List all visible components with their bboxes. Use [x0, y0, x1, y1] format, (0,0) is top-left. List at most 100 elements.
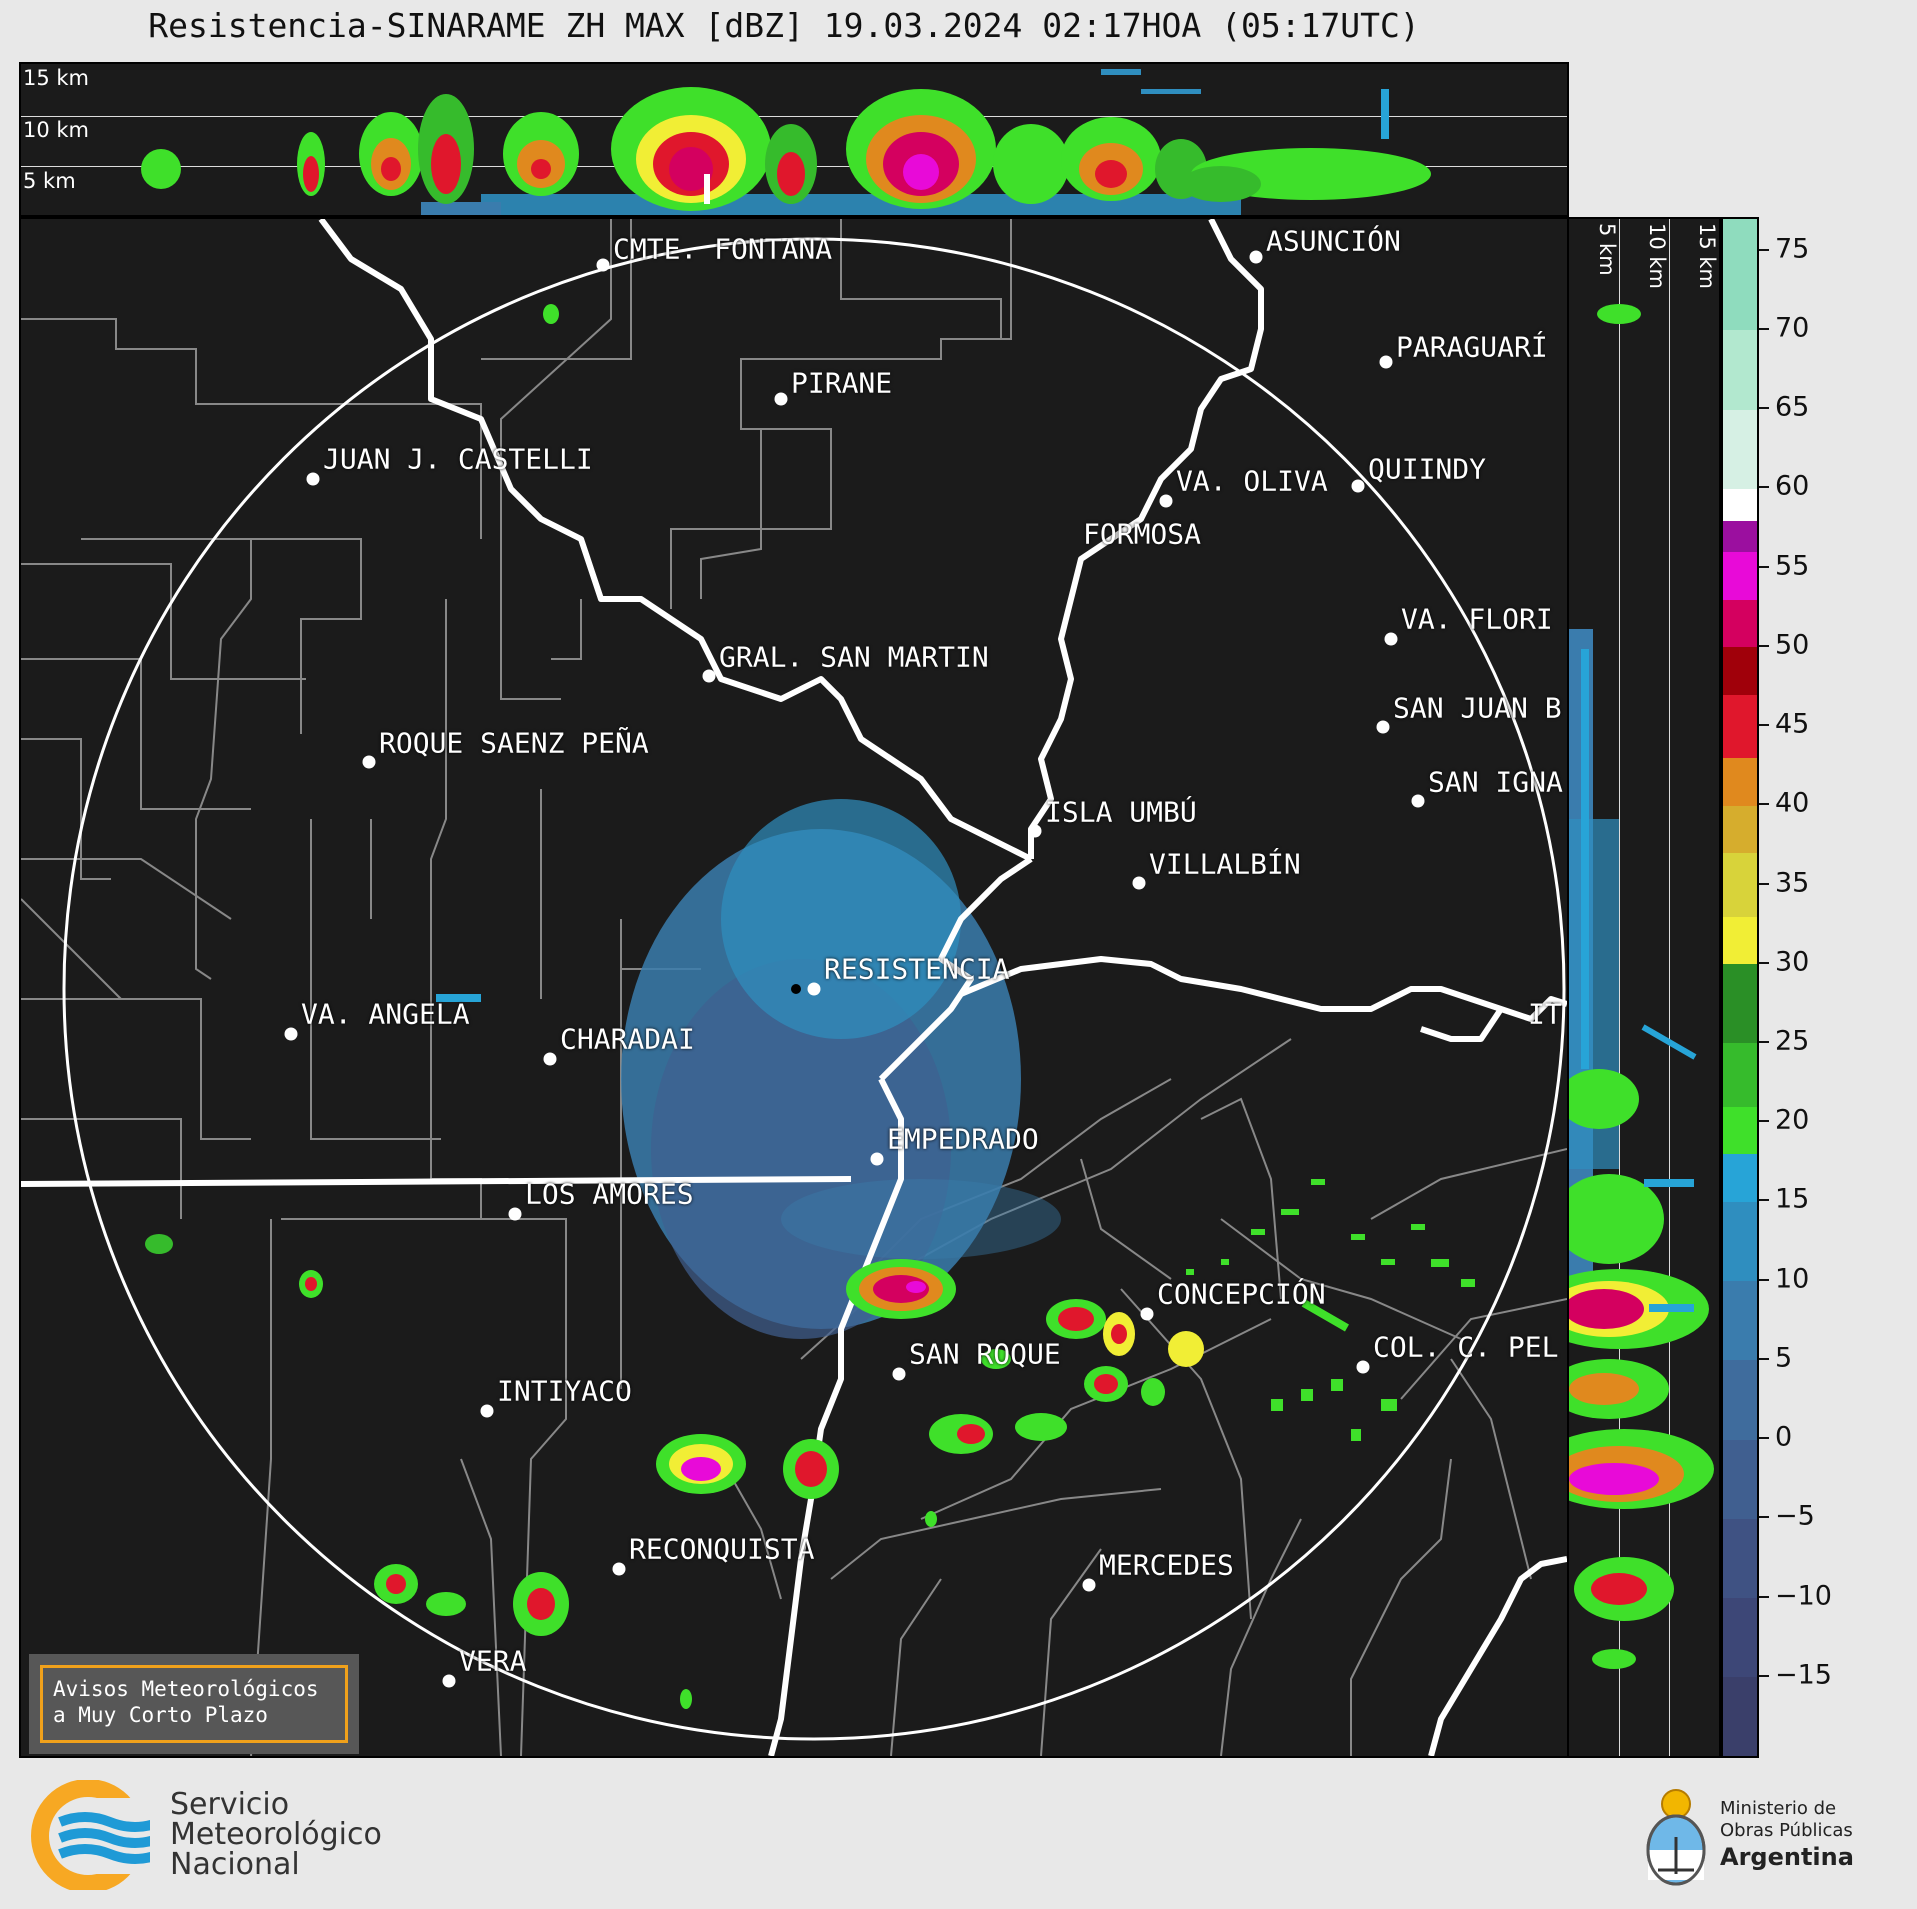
- colorbar-tick-label: 30: [1775, 946, 1810, 978]
- radar-map-layer: [21, 219, 1567, 1756]
- grid-line-10km-v: [1669, 219, 1670, 1756]
- ministerio-name: Ministerio de Obras Públicas Argentina: [1720, 1798, 1854, 1872]
- colorbar-tick-label: −5: [1775, 1500, 1815, 1532]
- city-dot: [508, 1207, 522, 1221]
- city-dot: [1249, 250, 1263, 264]
- city-dot: [596, 258, 610, 272]
- national-coat-of-arms-icon: [1646, 1789, 1706, 1886]
- colorbar-band: [1723, 520, 1757, 553]
- city-dot: [870, 1152, 884, 1166]
- city-dot: [1351, 479, 1365, 493]
- colorbar-band: [1723, 599, 1757, 648]
- city-label-va-flori: VA. FLORI: [1401, 602, 1553, 636]
- top-cross-section-echoes: [141, 69, 1431, 215]
- convective-cells: [145, 304, 1204, 1709]
- smn-name: Servicio Meteorológico Nacional: [170, 1790, 382, 1880]
- colorbar-tick-label: 45: [1775, 708, 1810, 740]
- colorbar-band: [1723, 1106, 1757, 1155]
- right-cross-section-echoes: [1569, 304, 1714, 1669]
- height-label-v-5km: 5 km: [1595, 223, 1619, 276]
- city-dot: [543, 1052, 557, 1066]
- city-dot: [306, 472, 320, 486]
- avisos-line2: a Muy Corto Plazo: [53, 1703, 268, 1727]
- city-label-san-juan-b: SAN JUAN B: [1393, 691, 1562, 725]
- colorbar-tick: [1759, 486, 1769, 489]
- colorbar-band: [1723, 1280, 1757, 1361]
- right-cross-section: 5 km 10 km 15 km: [1569, 217, 1721, 1758]
- colorbar-band: [1723, 805, 1757, 854]
- city-dot: [774, 392, 788, 406]
- city-dot: [1132, 876, 1146, 890]
- height-label-15km: 15 km: [23, 66, 90, 90]
- city-label-asuncion: ASUNCIÓN: [1266, 224, 1401, 258]
- city-dot: [702, 669, 716, 683]
- city-dot: [1356, 1360, 1370, 1374]
- colorbar-band: [1723, 1597, 1757, 1678]
- colorbar-band: [1723, 1439, 1757, 1519]
- city-label-los-amores: LOS AMORES: [525, 1177, 694, 1211]
- central-echo-area: [621, 799, 1061, 1339]
- colorbar-tick-label: 20: [1775, 1104, 1810, 1136]
- smn-logo-icon: [31, 1780, 150, 1890]
- colorbar-tick: [1759, 1674, 1769, 1677]
- colorbar-tick: [1759, 1199, 1769, 1202]
- city-label-villalbin: VILLALBÍN: [1149, 847, 1301, 881]
- city-label-isla-umbu: ISLA UMBÚ: [1045, 795, 1197, 829]
- city-label-va-oliva: VA. OLIVA: [1176, 464, 1328, 498]
- colorbar-tick-label: 50: [1775, 629, 1810, 661]
- colorbar-band: [1723, 694, 1757, 759]
- avisos-badge[interactable]: Avisos Meteorológicos a Muy Corto Plazo: [29, 1654, 359, 1754]
- city-dot: [480, 1404, 494, 1418]
- radar-map[interactable]: CMTE. FONTANA ASUNCIÓN PARAGUARÍ PIRANE …: [19, 217, 1569, 1758]
- city-label-charadai: CHARADAI: [560, 1022, 695, 1056]
- height-label-v-15km: 15 km: [1695, 223, 1719, 290]
- colorbar-tick-label: 5: [1775, 1342, 1793, 1374]
- city-dot: [1159, 494, 1173, 508]
- colorbar-tick: [1759, 1120, 1769, 1123]
- colorbar-tick: [1759, 407, 1769, 410]
- colorbar-tick: [1759, 1040, 1769, 1043]
- city-label-cmte-fontana: CMTE. FONTANA: [613, 232, 833, 266]
- colorbar-tick: [1759, 248, 1769, 251]
- colorbar-tick: [1759, 1595, 1769, 1598]
- smn-line2: Meteorológico: [170, 1817, 382, 1852]
- colorbar-band: [1723, 916, 1757, 965]
- colorbar-tick-label: 75: [1775, 233, 1810, 265]
- colorbar-tick-label: 70: [1775, 312, 1810, 344]
- height-label-v-10km: 10 km: [1645, 223, 1669, 290]
- colorbar-band: [1723, 963, 1757, 1044]
- height-label-10km: 10 km: [23, 118, 90, 142]
- city-label-mercedes: MERCEDES: [1099, 1548, 1234, 1582]
- colorbar-band: [1723, 1153, 1757, 1202]
- city-label-roque-saenz-pena: ROQUE SAENZ PEÑA: [379, 726, 649, 760]
- city-dot: [1384, 632, 1398, 646]
- colorbar-band: [1723, 409, 1757, 489]
- city-label-va-angela: VA. ANGELA: [301, 997, 470, 1031]
- colorbar-tick: [1759, 1278, 1769, 1281]
- city-dot: [1082, 1578, 1096, 1592]
- city-dot: [892, 1367, 906, 1381]
- colorbar-tick: [1759, 724, 1769, 727]
- colorbar-band: [1723, 1518, 1757, 1599]
- avisos-frame: Avisos Meteorológicos a Muy Corto Plazo: [40, 1665, 348, 1743]
- city-label-reconquista: RECONQUISTA: [629, 1532, 815, 1566]
- colorbar-tick: [1759, 803, 1769, 806]
- city-dot: [1379, 355, 1393, 369]
- range-ring: [62, 237, 1566, 1741]
- top-cross-section: 15 km 10 km 5 km: [19, 62, 1569, 217]
- colorbar-band: [1723, 646, 1757, 695]
- city-dot: [1376, 720, 1390, 734]
- ministerio-line3: Argentina: [1720, 1843, 1854, 1871]
- city-label-concepcion: CONCEPCIÓN: [1157, 1277, 1326, 1311]
- city-dot: [284, 1027, 298, 1041]
- city-label-formosa: FORMOSA: [1083, 517, 1202, 551]
- city-dot: [612, 1562, 626, 1576]
- colorbar-tick-label: 35: [1775, 867, 1810, 898]
- city-label-resistencia: RESISTENCIA: [824, 952, 1010, 986]
- colorbar-tick-label: 0: [1775, 1421, 1793, 1453]
- city-dot: [1411, 794, 1425, 808]
- colorbar-tick-label: 60: [1775, 470, 1810, 502]
- colorbar-tick-label: 15: [1775, 1183, 1810, 1215]
- radar-site: [791, 984, 801, 994]
- map-title: Resistencia-SINARAME ZH MAX [dBZ] 19.03.…: [148, 6, 1420, 45]
